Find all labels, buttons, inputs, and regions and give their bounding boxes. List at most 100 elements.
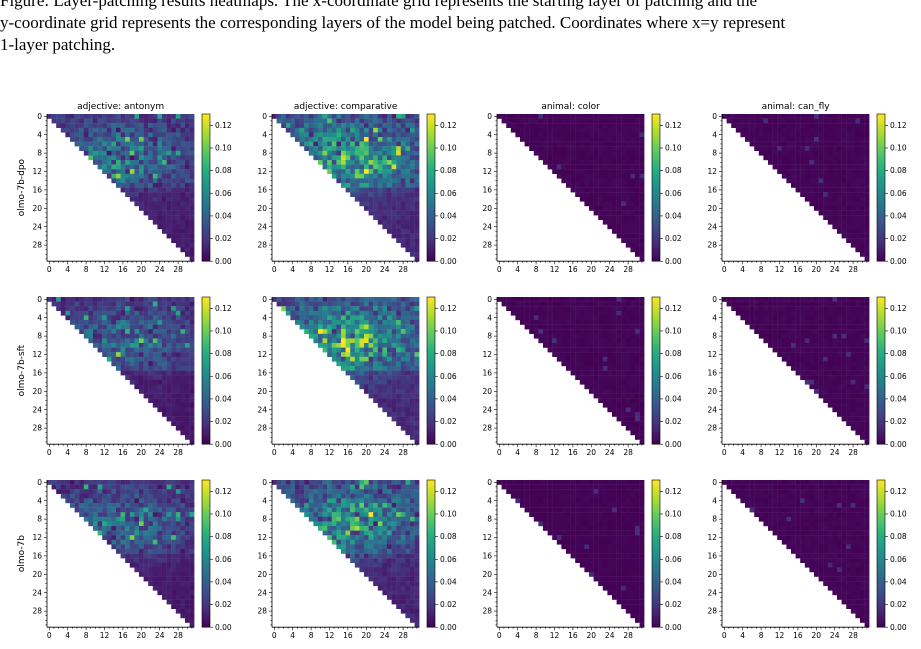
heatmap-cell: [827, 315, 833, 321]
heatmap-cell: [745, 301, 750, 307]
heatmap-cell: [350, 160, 355, 165]
heatmap-cell: [322, 146, 328, 151]
heatmap-cell: [120, 155, 126, 161]
heatmap-cell: [850, 384, 856, 390]
heatmap-cell: [556, 301, 562, 307]
heatmap-cell: [125, 361, 130, 367]
heatmap-cell: [336, 132, 342, 138]
heatmap-cell: [414, 114, 420, 119]
heatmap-cell: [832, 301, 838, 307]
heatmap-cell: [400, 150, 406, 156]
heatmap-cell: [111, 146, 117, 151]
heatmap-cell: [579, 333, 585, 339]
heatmap-cell: [111, 114, 117, 119]
heatmap-cell: [308, 123, 314, 128]
heatmap-cell: [630, 324, 636, 330]
heatmap-cell: [391, 118, 397, 124]
heatmap-cell: [382, 375, 388, 380]
heatmap-cell: [364, 315, 369, 321]
heatmap-cell: [359, 379, 365, 385]
heatmap-cell: [772, 132, 778, 138]
heatmap-cell: [804, 356, 810, 362]
colorbar-tick-label: 0.04: [440, 395, 457, 404]
heatmap-cell: [189, 173, 195, 179]
colorbar-tick-label: 0.06: [665, 189, 682, 198]
heatmap-cell: [350, 370, 355, 376]
heatmap-cell: [584, 379, 590, 385]
heatmap-cell: [125, 169, 130, 174]
heatmap-cell: [387, 229, 392, 234]
heatmap-cell: [584, 306, 590, 311]
heatmap-cell: [625, 297, 631, 302]
heatmap-cell: [148, 132, 153, 138]
heatmap-cell: [639, 247, 645, 253]
heatmap-cell: [318, 301, 323, 307]
heatmap-cell: [175, 379, 181, 385]
heatmap-cell: [763, 123, 769, 128]
y-tick-label: 8: [487, 149, 492, 158]
heatmap-cell: [304, 132, 309, 138]
heatmap-cell: [313, 141, 319, 147]
heatmap-cell: [70, 306, 75, 311]
heatmap-cell: [304, 127, 309, 133]
heatmap-cell: [129, 297, 135, 302]
heatmap-cell: [88, 310, 94, 316]
heatmap-cell: [65, 118, 71, 124]
heatmap-cell: [377, 366, 383, 371]
heatmap-cell: [185, 412, 190, 417]
heatmap-cell: [745, 127, 750, 133]
heatmap-cell: [772, 127, 778, 133]
heatmap-cell: [162, 352, 167, 357]
heatmap-cell: [125, 150, 130, 156]
heatmap-cell: [804, 347, 810, 353]
heatmap-cell: [800, 347, 805, 353]
heatmap-cell: [612, 366, 617, 371]
heatmap-cell: [791, 141, 796, 147]
heatmap-cell: [125, 306, 130, 311]
heatmap-cell: [336, 310, 342, 316]
heatmap-cell: [763, 333, 769, 339]
heatmap-cell: [575, 320, 580, 325]
heatmap-cell: [841, 192, 847, 197]
heatmap-cell: [566, 114, 571, 119]
heatmap-cell: [414, 412, 420, 417]
heatmap-cell: [598, 361, 603, 367]
heatmap-cell: [850, 224, 856, 230]
heatmap-cell: [855, 187, 861, 193]
heatmap-cell: [860, 215, 865, 220]
heatmap-cell: [804, 297, 810, 302]
heatmap-cell: [377, 375, 383, 380]
heatmap-cell: [125, 141, 130, 147]
heatmap-cell: [864, 160, 870, 165]
heatmap-cell: [575, 370, 580, 376]
heatmap-cell: [575, 297, 580, 302]
heatmap-cell: [93, 160, 98, 165]
heatmap-cell: [612, 183, 617, 188]
heatmap-cell: [579, 178, 585, 184]
heatmap-cell: [837, 127, 842, 133]
heatmap-cell: [510, 123, 516, 128]
heatmap-cell: [400, 178, 406, 184]
heatmap-cell: [625, 215, 631, 220]
heatmap-cell: [180, 412, 186, 417]
heatmap-cell: [377, 379, 383, 385]
heatmap-cell: [593, 132, 599, 138]
y-tick-label: 24: [257, 405, 267, 414]
heatmap-cell: [621, 416, 626, 422]
heatmap-cell: [814, 361, 819, 367]
heatmap-cell: [171, 416, 176, 422]
heatmap-cell: [575, 361, 580, 367]
heatmap-cell: [387, 320, 392, 325]
heatmap-cell: [139, 196, 144, 202]
heatmap-cell: [345, 187, 351, 193]
heatmap-cell: [171, 150, 176, 156]
heatmap-cell: [860, 389, 865, 394]
heatmap-cell: [368, 123, 374, 128]
heatmap-cell: [143, 356, 149, 362]
heatmap-cell: [598, 196, 603, 202]
heatmap-cell: [295, 127, 300, 133]
heatmap-cell: [157, 219, 163, 225]
heatmap-cell: [786, 297, 792, 302]
heatmap-cell: [350, 169, 355, 174]
heatmap-cell: [827, 173, 833, 179]
